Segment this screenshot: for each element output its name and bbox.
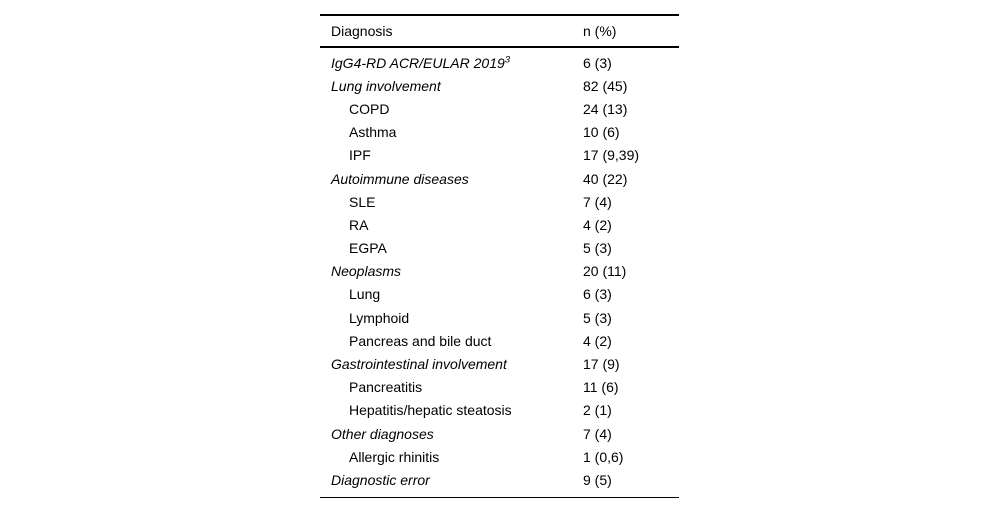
- table-row: Autoimmune diseases 40 (22): [320, 167, 679, 190]
- table-row: IgG4-RD ACR/EULAR 20193 6 (3): [320, 51, 679, 74]
- column-header-diagnosis: Diagnosis: [331, 22, 393, 39]
- diagnosis-label-text: EGPA: [349, 240, 387, 257]
- table-row: Asthma 10 (6): [320, 121, 679, 144]
- table-row: COPD 24 (13): [320, 97, 679, 120]
- diagnosis-label: Pancreas and bile duct: [320, 333, 583, 349]
- diagnosis-label: SLE: [320, 194, 583, 210]
- diagnosis-label: COPD: [320, 101, 583, 117]
- table-row: EGPA 5 (3): [320, 237, 679, 260]
- diagnosis-label-text: Neoplasms: [331, 263, 402, 280]
- count-value: 17 (9,39): [583, 147, 640, 164]
- diagnosis-label: RA: [320, 217, 583, 233]
- diagnosis-label: Neoplasms: [320, 263, 583, 279]
- table-row: Lung involvement 82 (45): [320, 74, 679, 97]
- table-row: Allergic rhinitis 1 (0,6): [320, 445, 679, 468]
- count-value: 40 (22): [583, 170, 628, 187]
- diagnosis-label-text: Lung: [349, 286, 381, 303]
- diagnosis-label: Lung: [320, 286, 583, 302]
- count-value: 1 (0,6): [583, 448, 624, 465]
- diagnosis-label: Lung involvement: [320, 78, 583, 94]
- count-value: 7 (4): [583, 193, 612, 210]
- count-value: 6 (3): [583, 286, 612, 303]
- diagnosis-label: Asthma: [320, 124, 583, 140]
- table-row: Pancreatitis 11 (6): [320, 376, 679, 399]
- count-value: 20 (11): [583, 263, 627, 280]
- table-row: Lymphoid 5 (3): [320, 306, 679, 329]
- diagnosis-label-text: Asthma: [349, 124, 397, 141]
- count-value: 2 (1): [583, 402, 612, 419]
- count-value: 5 (3): [583, 309, 612, 326]
- diagnosis-label: Lymphoid: [320, 310, 583, 326]
- diagnosis-label-text: Lung involvement: [331, 77, 441, 94]
- count-value: 17 (9): [583, 356, 620, 373]
- diagnosis-label: Diagnostic error: [320, 472, 583, 488]
- count-value: 4 (2): [583, 332, 612, 349]
- table-row: Lung 6 (3): [320, 283, 679, 306]
- count-value: 24 (13): [583, 100, 628, 117]
- count-value: 82 (45): [583, 77, 628, 94]
- diagnosis-label-text: Allergic rhinitis: [349, 448, 440, 465]
- diagnosis-label: Autoimmune diseases: [320, 171, 583, 187]
- diagnosis-label-text: Pancreatitis: [349, 379, 423, 396]
- table-row: SLE 7 (4): [320, 190, 679, 213]
- table-row: Gastrointestinal involvement 17 (9): [320, 352, 679, 375]
- diagnosis-label-text: Diagnostic error: [331, 471, 430, 488]
- diagnosis-label-text: Lymphoid: [349, 309, 410, 326]
- diagnosis-label: Gastrointestinal involvement: [320, 356, 583, 372]
- diagnosis-label-text: Gastrointestinal involvement: [331, 356, 507, 373]
- diagnosis-label: Allergic rhinitis: [320, 449, 583, 465]
- table-body: IgG4-RD ACR/EULAR 20193 6 (3) Lung invol…: [320, 48, 679, 497]
- diagnosis-label: Pancreatitis: [320, 379, 583, 395]
- footnote-marker: 3: [504, 53, 511, 65]
- table-row: IPF 17 (9,39): [320, 144, 679, 167]
- diagnosis-label-text: IPF: [349, 147, 371, 164]
- table-row: Neoplasms 20 (11): [320, 260, 679, 283]
- count-value: 5 (3): [583, 240, 612, 257]
- diagnosis-label: EGPA: [320, 240, 583, 256]
- diagnosis-label: Hepatitis/hepatic steatosis: [320, 402, 583, 418]
- count-value: 10 (6): [583, 124, 620, 141]
- diagnosis-label-text: IgG4-RD ACR/EULAR 2019: [331, 54, 505, 71]
- diagnosis-label-text: COPD: [349, 100, 390, 117]
- count-value: 4 (2): [583, 216, 612, 233]
- diagnosis-label-text: Pancreas and bile duct: [349, 332, 492, 349]
- count-value: 9 (5): [583, 471, 612, 488]
- table-bottom-rule: [320, 496, 679, 499]
- table-header-rule: [320, 45, 679, 48]
- table-header-row: Diagnosis n (%): [320, 16, 679, 46]
- diagnosis-table: Diagnosis n (%) IgG4-RD ACR/EULAR 20193 …: [320, 14, 679, 499]
- table-row: Hepatitis/hepatic steatosis 2 (1): [320, 399, 679, 422]
- diagnosis-label: Other diagnoses: [320, 426, 583, 442]
- diagnosis-label-text: SLE: [349, 193, 376, 210]
- table-row: Other diagnoses 7 (4): [320, 422, 679, 445]
- table-row: RA 4 (2): [320, 213, 679, 236]
- table-row: Pancreas and bile duct 4 (2): [320, 329, 679, 352]
- diagnosis-label: IPF: [320, 147, 583, 163]
- diagnosis-label-text: RA: [349, 216, 369, 233]
- count-value: 6 (3): [583, 54, 612, 71]
- column-header-n-percent: n (%): [583, 22, 617, 39]
- table-top-rule: [320, 14, 679, 16]
- count-value: 11 (6): [583, 379, 619, 396]
- diagnosis-label: IgG4-RD ACR/EULAR 20193: [320, 55, 583, 71]
- diagnosis-label-text: Other diagnoses: [331, 425, 434, 442]
- table-row: Diagnostic error 9 (5): [320, 468, 679, 491]
- diagnosis-label-text: Hepatitis/hepatic steatosis: [349, 402, 512, 419]
- count-value: 7 (4): [583, 425, 612, 442]
- diagnosis-label-text: Autoimmune diseases: [331, 170, 469, 187]
